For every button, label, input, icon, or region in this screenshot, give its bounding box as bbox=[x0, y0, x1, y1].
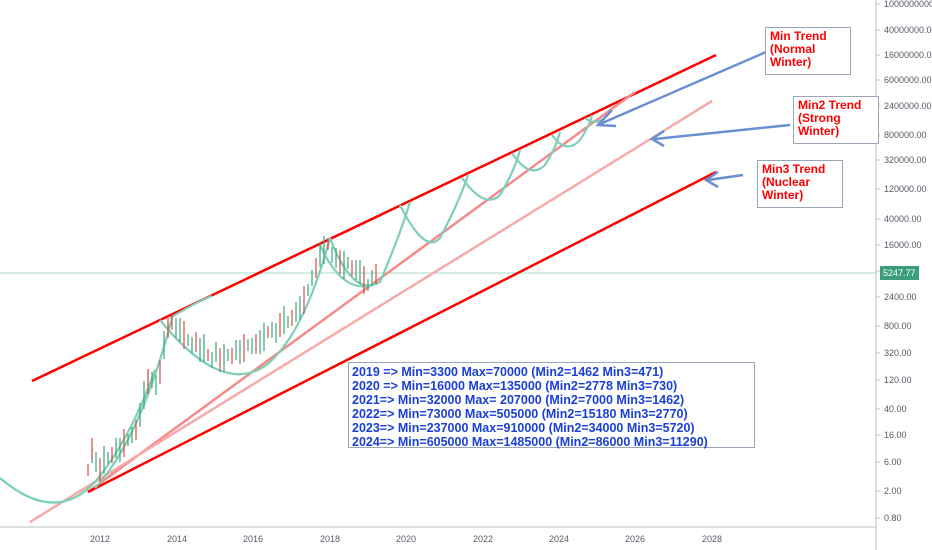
y-tick-label: 16000000.00 bbox=[884, 50, 932, 60]
min3-trend-label: Min3 Trend (Nuclear Winter) bbox=[757, 160, 843, 208]
y-tick-label: 16000.00 bbox=[884, 240, 922, 250]
cycle-arc bbox=[318, 201, 412, 288]
min2-trend-label: Min2 Trend (Strong Winter) bbox=[793, 96, 879, 144]
projection-row: 2023=> Min=237000 Max=910000 (Min2=34000… bbox=[352, 421, 695, 435]
y-tick-label: 2400000.00 bbox=[884, 101, 932, 111]
min-trend-line bbox=[87, 90, 636, 494]
projection-row: 2021=> Min=32000 Max= 207000 (Min2=7000 … bbox=[352, 393, 685, 407]
arrow-min3-trend bbox=[707, 173, 744, 182]
y-tick-label: 320.00 bbox=[884, 348, 912, 358]
min2-trend-label-line: Winter) bbox=[798, 124, 840, 138]
projection-row: 2020 => Min=16000 Max=135000 (Min2=2778 … bbox=[352, 379, 678, 393]
price-history bbox=[87, 236, 377, 482]
y-tick-label: 40000000.00 bbox=[884, 25, 932, 35]
y-tick-label: 6000000.00 bbox=[884, 75, 932, 85]
x-tick-label: 2020 bbox=[396, 534, 416, 544]
current-price-tag: 5247.77 bbox=[880, 266, 919, 280]
min2-trend-label-line: Min2 Trend bbox=[798, 98, 862, 112]
y-tick-label: 16.00 bbox=[884, 430, 907, 440]
min2-trend-label-line: (Strong bbox=[798, 111, 841, 125]
x-tick-label: 2014 bbox=[167, 534, 187, 544]
min-trend-label-line: (Normal bbox=[770, 42, 816, 56]
min3-trend-label-line: (Nuclear bbox=[762, 175, 811, 189]
y-tick-label: 800000.00 bbox=[884, 130, 927, 140]
x-tick-label: 2022 bbox=[473, 534, 493, 544]
x-tick-label: 2026 bbox=[625, 534, 645, 544]
x-tick-labels: 2012 2014 2016 2018 2020 2022 2024 2026 2028 bbox=[90, 534, 722, 544]
min2-trend-line bbox=[29, 99, 713, 524]
min-trend-label-line: Min Trend bbox=[770, 29, 827, 43]
arrow-min3-trend-head bbox=[703, 170, 719, 189]
cycle-arc bbox=[94, 317, 174, 489]
cycle-arc bbox=[399, 174, 470, 244]
annotation-arrows bbox=[595, 50, 791, 189]
x-tick-label: 2018 bbox=[320, 534, 340, 544]
arrow-min-trend-head bbox=[595, 109, 617, 128]
cycle-arc bbox=[159, 237, 332, 376]
arrow-min2-trend bbox=[654, 123, 791, 141]
y-tick-label: 320000.00 bbox=[884, 155, 927, 165]
cycle-arc bbox=[461, 149, 522, 201]
min-trend-label-line: Winter) bbox=[770, 55, 812, 69]
y-tick-label: 120000.00 bbox=[884, 184, 927, 194]
projection-row: 2022=> Min=73000 Max=505000 (Min2=15180 … bbox=[352, 407, 688, 421]
min3-trend-line bbox=[87, 170, 717, 494]
y-tick-label: 1000000000.00 bbox=[884, 0, 932, 9]
x-tick-label: 2012 bbox=[90, 534, 110, 544]
x-tick-label: 2024 bbox=[549, 534, 569, 544]
arrow-min-trend bbox=[599, 50, 767, 126]
y-tick-label: 2.00 bbox=[884, 486, 902, 496]
y-tick-labels: 1000000000.00 40000000.00 16000000.00 60000… bbox=[876, 0, 932, 523]
upper-channel-line bbox=[31, 53, 717, 383]
y-tick-label: 40000.00 bbox=[884, 214, 922, 224]
min3-trend-label-line: Winter) bbox=[762, 188, 804, 202]
cycle-arc bbox=[169, 294, 213, 319]
y-tick-label: 6.00 bbox=[884, 457, 902, 467]
projection-table: 2019 => Min=3300 Max=70000 (Min2=1462 Mi… bbox=[348, 362, 755, 449]
y-tick-label: 120.00 bbox=[884, 375, 912, 385]
y-tick-label: 0.80 bbox=[884, 513, 902, 523]
arrow-min2-trend-head bbox=[649, 129, 665, 148]
y-tick-label: 800.00 bbox=[884, 321, 912, 331]
cycle-arcs bbox=[0, 111, 611, 504]
min-trend-label: Min Trend (Normal Winter) bbox=[765, 27, 851, 75]
x-tick-label: 2028 bbox=[702, 534, 722, 544]
x-tick-label: 2016 bbox=[243, 534, 263, 544]
y-tick-label: 40.00 bbox=[884, 404, 907, 414]
y-tick-label: 2400.00 bbox=[884, 292, 917, 302]
min3-trend-label-line: Min3 Trend bbox=[762, 162, 826, 176]
projection-row: 2024=> Min=605000 Max=1485000 (Min2=8600… bbox=[352, 435, 708, 449]
projection-row: 2019 => Min=3300 Max=70000 (Min2=1462 Mi… bbox=[352, 365, 664, 379]
